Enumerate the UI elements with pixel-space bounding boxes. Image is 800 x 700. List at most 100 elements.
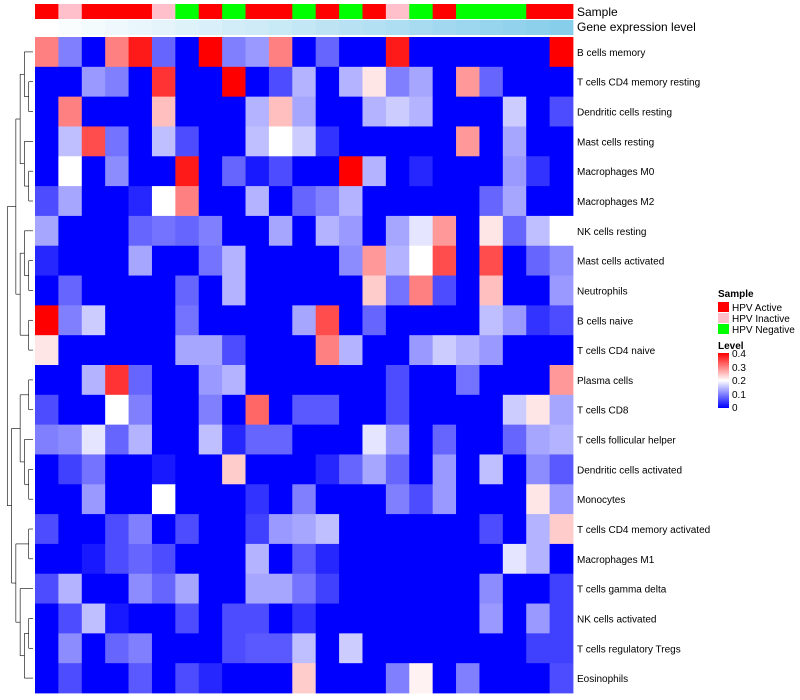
heatmap-cell [339,454,363,485]
row-label: Eosinophils [577,674,628,685]
heatmap-cell [35,394,59,426]
heatmap-cell [456,424,480,455]
heatmap-cell [151,603,176,634]
legend-sample: Sample HPV Active HPV Inactive HPV Negat… [718,289,795,336]
heatmap-cell [549,573,574,604]
heatmap-cell [456,245,480,276]
heatmap-cell [549,365,574,396]
heatmap-cell [502,305,527,336]
heatmap-cell [81,305,106,336]
sample-annotation-cell [385,4,410,19]
heatmap-cell [502,126,527,157]
heatmap-cell [292,215,317,247]
heatmap-cell [175,37,200,68]
heatmap-cell [409,424,434,455]
expression-annotation-cell [292,20,317,35]
heatmap-cell [151,573,176,604]
heatmap-cell [339,543,363,575]
expression-track-label: Gene expression level [577,20,696,34]
heatmap-cell [35,454,59,485]
heatmap-cell [222,66,246,98]
heatmap-cell [151,454,176,485]
heatmap-cell [81,66,106,98]
heatmap-cell [292,365,317,396]
heatmap-cell [339,424,363,455]
heatmap-cell [222,514,246,545]
heatmap-cell [409,66,434,98]
heatmap-cell [432,66,457,98]
heatmap-cell [222,335,246,366]
heatmap-cell [35,37,59,68]
expression-annotation-cell [479,20,504,35]
heatmap-cell [456,514,480,545]
row-label: Macrophages M0 [577,167,655,178]
heatmap-cell [292,275,317,306]
heatmap-cell [128,633,153,664]
sample-annotation-cell [502,4,527,19]
heatmap-cell [409,573,434,604]
heatmap-cell [526,37,551,68]
heatmap-cell [526,633,551,664]
heatmap-cell [151,215,176,247]
heatmap-cell [128,156,153,187]
heatmap-cell [268,603,293,634]
expression-annotation-cell [339,20,363,35]
heatmap-cell [128,305,153,336]
heatmap-cell [81,365,106,396]
sample-annotation-cell [292,4,317,19]
heatmap-cell [198,37,223,68]
heatmap-cell [526,663,551,694]
heatmap-cell [315,186,340,217]
heatmap-cell [432,633,457,664]
heatmap-cell [105,454,129,485]
sample-annotation-cell [409,4,434,19]
heatmap-cell [292,96,317,127]
heatmap-cell [268,514,293,545]
heatmap-cell [151,663,176,694]
heatmap-cell [58,215,83,247]
heatmap-cell [81,275,106,306]
heatmap-cell [385,394,410,426]
heatmap-cell [222,126,246,157]
heatmap-cell [222,543,246,575]
sample-annotation-cell [479,4,504,19]
heatmap-cell [526,96,551,127]
legend-swatch-hpv-inactive [718,313,729,323]
heatmap-cell [58,66,83,98]
row-label: Dendritic cells resting [577,108,672,119]
heatmap-cell [81,603,106,634]
heatmap-cell [362,245,387,276]
heatmap-cell [456,305,480,336]
heatmap-cell [198,245,223,276]
heatmap-cell [549,394,574,426]
heatmap-cell [35,66,59,98]
heatmap-cell [315,454,340,485]
heatmap-cell [245,335,270,366]
heatmap-cell [362,335,387,366]
heatmap-cell [526,305,551,336]
heatmap-cell [432,126,457,157]
heatmap-cell [385,424,410,455]
heatmap-cell [198,543,223,575]
heatmap-cell [409,484,434,515]
heatmap-cell [292,514,317,545]
heatmap-cell [245,633,270,664]
heatmap-cell [385,335,410,366]
heatmap-cell [339,37,363,68]
heatmap-cell [268,424,293,455]
heatmap-cell [409,365,434,396]
heatmap-cell [385,514,410,545]
heatmap-cells [35,37,574,694]
row-label: T cells CD4 memory resting [577,78,700,89]
heatmap-cell [549,424,574,455]
heatmap-cell [502,573,527,604]
heatmap-cell [105,514,129,545]
heatmap-cell [432,245,457,276]
heatmap-cell [198,66,223,98]
sample-annotation-cell [245,4,270,19]
expression-annotation-cell [409,20,434,35]
row-label: Macrophages M2 [577,197,655,208]
expression-annotation-cell [105,20,129,35]
heatmap-cell [268,37,293,68]
heatmap-cell [245,454,270,485]
